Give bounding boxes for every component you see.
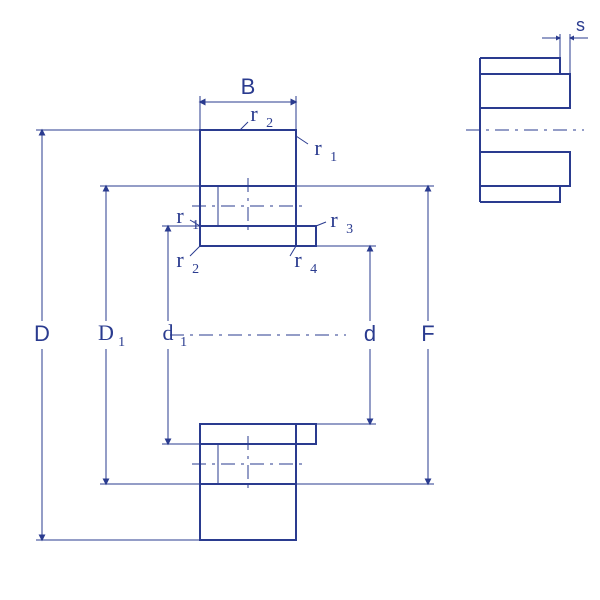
svg-text:1: 1	[330, 150, 337, 165]
svg-text:4: 4	[310, 262, 317, 277]
dim-D: D	[34, 321, 50, 346]
dim-B: B	[241, 74, 256, 99]
lbl-r4: r4	[294, 247, 317, 277]
bearing-diagram: DD1d1dFBr2r1r1r2r3r4s	[0, 0, 600, 600]
svg-text:2: 2	[266, 116, 273, 131]
svg-text:r: r	[330, 207, 338, 232]
lbl-r1-top: r1	[314, 135, 337, 165]
dim-F: F	[421, 321, 434, 346]
svg-text:D: D	[98, 320, 114, 345]
svg-text:r: r	[176, 247, 184, 272]
dim-D1: D1	[98, 320, 125, 350]
svg-text:3: 3	[346, 222, 353, 237]
svg-text:r: r	[176, 203, 184, 228]
svg-text:1: 1	[180, 335, 187, 350]
dim-d: d	[364, 321, 376, 346]
svg-text:2: 2	[192, 262, 199, 277]
dim-s: s	[576, 15, 585, 35]
lbl-r2-left: r2	[176, 247, 199, 277]
svg-text:r: r	[294, 247, 302, 272]
svg-text:r: r	[250, 101, 258, 126]
svg-text:1: 1	[192, 218, 199, 233]
lbl-r2-top: r2	[250, 101, 273, 131]
lbl-r1-left: r1	[176, 203, 199, 233]
svg-text:d: d	[163, 320, 174, 345]
svg-text:1: 1	[118, 335, 125, 350]
svg-text:r: r	[314, 135, 322, 160]
lbl-r3: r3	[330, 207, 353, 237]
